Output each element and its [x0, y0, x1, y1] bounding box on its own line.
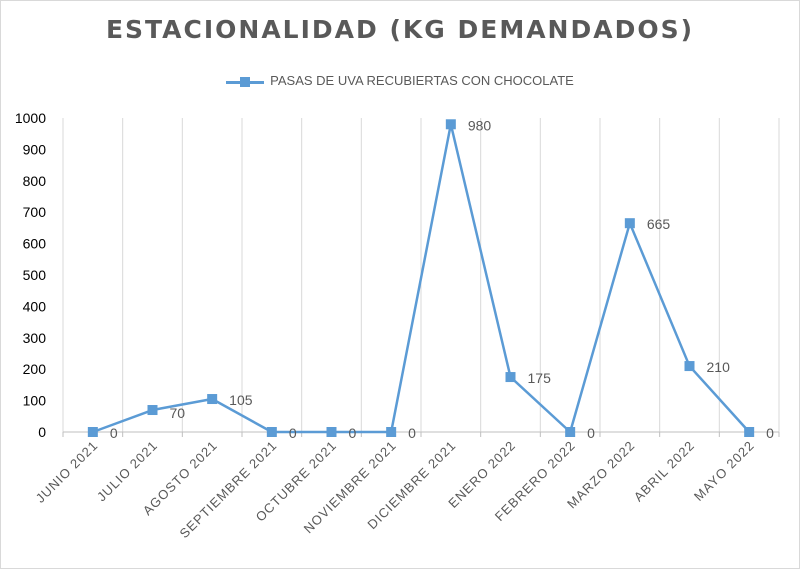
data-label: 0 — [349, 425, 357, 441]
y-tick-label: 900 — [23, 141, 47, 157]
data-label: 175 — [528, 370, 552, 386]
y-tick-label: 100 — [23, 393, 47, 409]
data-label: 0 — [408, 425, 416, 441]
data-point — [565, 427, 576, 437]
x-tick-label: MAYO 2022 — [691, 438, 757, 504]
data-label: 70 — [170, 405, 186, 421]
y-tick-label: 500 — [23, 267, 47, 283]
data-point — [624, 218, 635, 229]
data-label: 0 — [766, 425, 774, 441]
legend: PASAS DE UVA RECUBIERTAS CON CHOCOLATE — [1, 73, 799, 88]
data-point — [207, 394, 218, 405]
data-label: 665 — [647, 216, 671, 232]
x-tick-label: SEPTIEMBRE 2021 — [176, 438, 279, 541]
x-tick-label: JUNIO 2021 — [33, 438, 101, 506]
data-point — [445, 119, 456, 130]
data-label: 210 — [707, 359, 731, 375]
data-point — [684, 361, 695, 372]
data-point — [326, 427, 337, 437]
data-point — [87, 427, 98, 437]
y-tick-label: 0 — [38, 424, 46, 440]
data-point — [386, 427, 397, 437]
y-tick-label: 700 — [23, 204, 47, 220]
data-label: 0 — [110, 425, 118, 441]
y-tick-label: 1000 — [15, 110, 46, 126]
data-point — [744, 427, 755, 437]
x-tick-label: JULIO 2021 — [94, 438, 161, 505]
data-point — [505, 372, 516, 383]
data-label: 105 — [229, 392, 253, 408]
legend-series-label: PASAS DE UVA RECUBIERTAS CON CHOCOLATE — [270, 73, 574, 88]
data-point — [266, 427, 277, 437]
y-tick-label: 200 — [23, 361, 47, 377]
legend-series-marker — [226, 76, 265, 88]
chart-title: ESTACIONALIDAD (KG DEMANDADOS) — [105, 15, 695, 44]
series-line — [92, 123, 751, 434]
y-tick-label: 400 — [23, 298, 47, 314]
data-label: 0 — [289, 425, 297, 441]
data-point — [147, 405, 158, 416]
y-tick-label: 800 — [23, 173, 47, 189]
data-label: 0 — [587, 425, 595, 441]
y-tick-label: 300 — [23, 330, 47, 346]
data-label: 980 — [468, 117, 492, 133]
y-tick-label: 600 — [23, 236, 47, 252]
x-tick-label: ABRIL 2022 — [631, 438, 698, 505]
